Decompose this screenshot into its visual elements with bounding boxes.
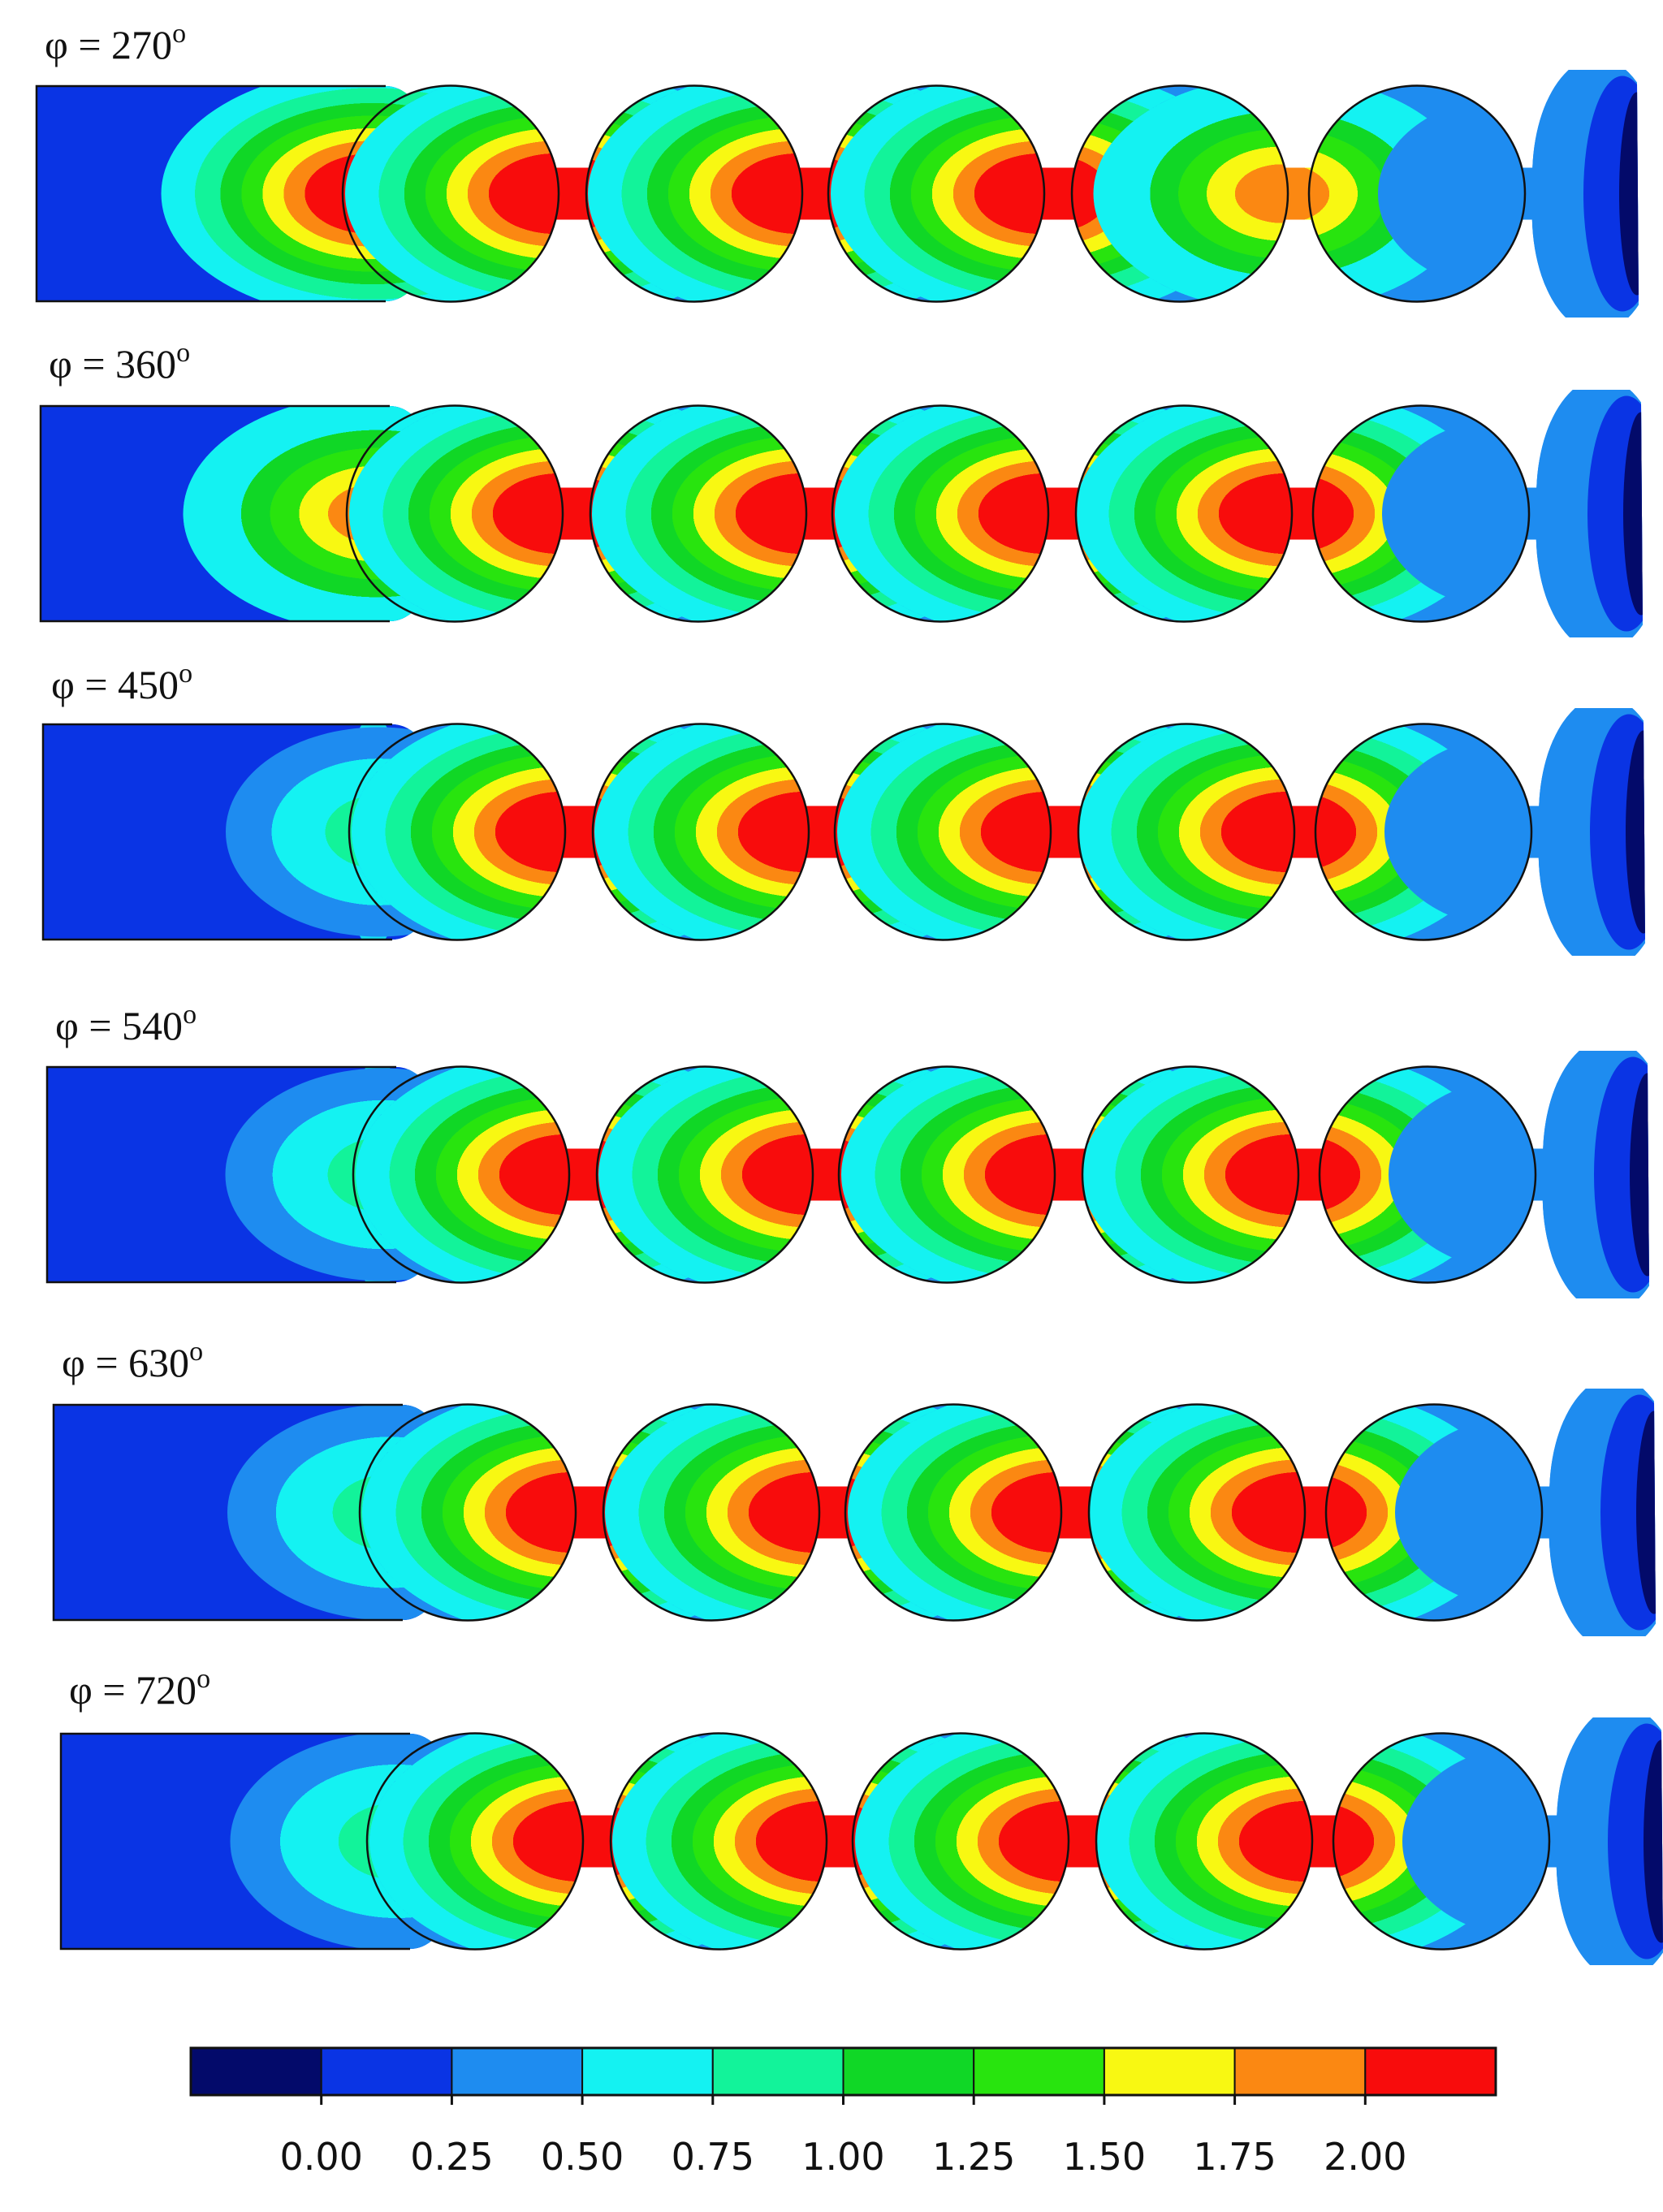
panel-angle-label: φ = 630o (62, 1337, 203, 1385)
colorbar-tick-label: 0.25 (410, 2135, 493, 2179)
panels-group: φ = 270o φ = 360o φ = 450o φ = 540o φ = 630o… (35, 19, 1663, 1968)
colorbar-tick-label: 0.50 (541, 2135, 624, 2179)
colorbar-segment (190, 2047, 322, 2096)
contour-panel: φ = 450o (41, 659, 1645, 958)
panel-angle-label: φ = 360o (49, 338, 190, 387)
contour-field (37, 67, 1639, 320)
specimen-outline (59, 1732, 1551, 1951)
colorbar-tick-label: 0.75 (672, 2135, 754, 2179)
contour-field (54, 1386, 1656, 1639)
colorbar-tick-label: 0.00 (279, 2135, 362, 2179)
contour-panel: φ = 720o (59, 1664, 1663, 1968)
panel-angle-label: φ = 450o (51, 659, 192, 707)
colorbar-tick-label: 1.00 (801, 2135, 884, 2179)
panel-angle-label: φ = 720o (69, 1664, 210, 1713)
panel-angle-label: φ = 540o (55, 1000, 197, 1048)
colorbar-tick-label: 1.50 (1063, 2135, 1146, 2179)
specimen-outline (41, 723, 1533, 941)
panel-angle-label: φ = 270o (45, 19, 186, 67)
colorbar-segment (320, 2047, 453, 2096)
colorbar-tick-label: 2.00 (1324, 2135, 1406, 2179)
colorbar-segment (1103, 2047, 1236, 2096)
contour-field (43, 706, 1645, 958)
colorbar-segment (1233, 2047, 1367, 2096)
specimen-outline (45, 1065, 1537, 1284)
contour-field (61, 1715, 1663, 1968)
colorbar-tick-label: 1.75 (1193, 2135, 1276, 2179)
colorbar-segment (711, 2047, 844, 2096)
contour-panel: φ = 360o (39, 338, 1643, 640)
colorbar-segment (451, 2047, 584, 2096)
contour-panel: φ = 630o (52, 1337, 1656, 1639)
specimen-outline (35, 84, 1527, 303)
colorbar: 0.00 0.25 0.50 0.75 1.00 1.25 1.50 1.75 2.00 (189, 2046, 1497, 2179)
colorbar-segment (581, 2047, 714, 2096)
contour-panel: φ = 270o (35, 19, 1639, 320)
colorbar-segment (973, 2047, 1105, 2096)
contour-field (47, 1048, 1649, 1301)
specimen-outline (39, 404, 1531, 623)
contour-panel: φ = 540o (45, 1000, 1649, 1301)
colorbar-segment (842, 2047, 975, 2096)
colorbar-segment (1364, 2047, 1497, 2096)
colorbar-tick-label: 1.25 (932, 2135, 1015, 2179)
specimen-outline (52, 1403, 1544, 1622)
contour-field (41, 387, 1643, 640)
